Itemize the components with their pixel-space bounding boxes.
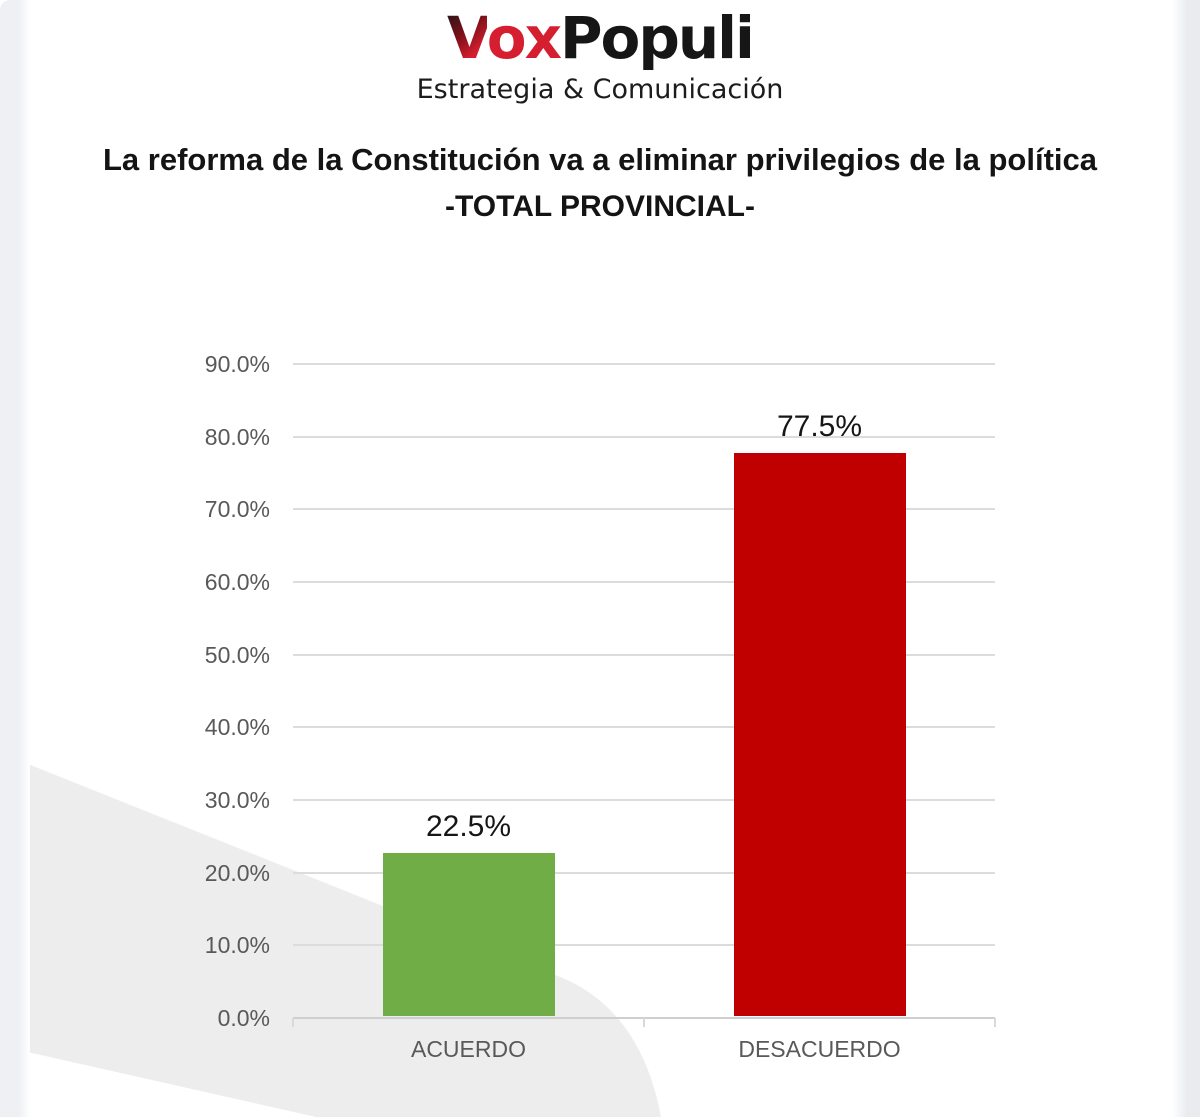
bar-acuerdo <box>382 852 555 1016</box>
bar-chart-plot-area: 0.0% 10.0% 20.0% 30.0% 40.0% 50.0% 60.0% 70.0% 8… <box>205 351 996 1062</box>
logo-tagline: Estrategia & Comunicación <box>416 74 784 105</box>
y-axis-label-60: 60.0% <box>204 569 270 595</box>
bar-desacuerdo <box>733 452 906 1016</box>
value-label-desacuerdo: 77.5% <box>776 409 863 443</box>
gridline-20 <box>293 871 995 874</box>
voxpopuli-logo: VoxPopuli <box>0 2 1200 74</box>
logo-text-populi: Populi <box>560 4 755 72</box>
x-axis-label-acuerdo: ACUERDO <box>410 1036 526 1062</box>
category-axis-tick-1 <box>643 1018 645 1027</box>
category-axis-tick-0 <box>292 1018 294 1027</box>
y-axis-label-80: 80.0% <box>204 423 270 450</box>
gridline-50 <box>293 653 995 656</box>
y-axis-label-20: 20.0% <box>204 859 270 886</box>
gridline-90 <box>293 363 995 365</box>
x-axis-label-desacuerdo: DESACUERDO <box>738 1036 901 1062</box>
y-axis-label-30: 30.0% <box>204 787 270 813</box>
chart-subtitle: -TOTAL PROVINCIAL- <box>445 190 755 223</box>
y-axis-label-40: 40.0% <box>204 714 270 741</box>
y-axis-label-70: 70.0% <box>204 496 270 523</box>
gridline-70 <box>293 508 995 511</box>
left-page-edge <box>0 0 30 1117</box>
chart-title: La reforma de la Constitución va a elimi… <box>103 142 1097 177</box>
gridline-40 <box>293 726 995 729</box>
y-axis-label-50: 50.0% <box>204 641 270 668</box>
value-label-acuerdo: 22.5% <box>425 809 512 843</box>
y-axis-label-90: 90.0% <box>204 351 270 377</box>
y-axis-label-0: 0.0% <box>217 1005 270 1031</box>
gridline-60 <box>293 581 995 583</box>
y-axis-label-10: 10.0% <box>204 932 270 959</box>
logo-letter-v: V <box>447 4 489 72</box>
gridline-10 <box>293 944 995 947</box>
gridline-30 <box>293 799 995 801</box>
category-axis-tick-2 <box>994 1018 996 1027</box>
right-page-edge <box>1172 0 1200 1117</box>
logo-text-ox: ox <box>486 4 562 72</box>
gridline-80 <box>293 435 995 438</box>
